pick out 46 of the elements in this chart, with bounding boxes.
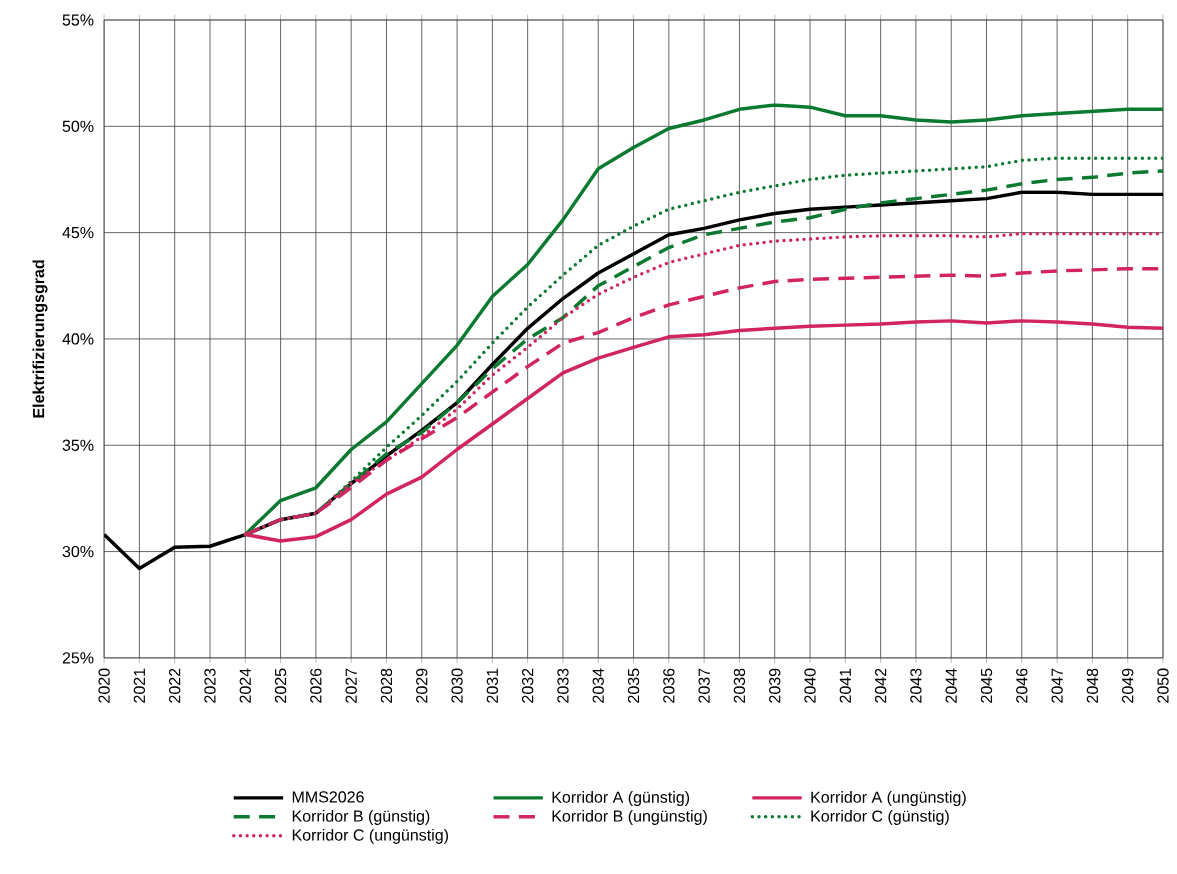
x-tick-label: 2049 xyxy=(1122,668,1134,703)
x-tick-label: 2044 xyxy=(945,668,957,703)
x-tick-label: 2020 xyxy=(98,668,110,703)
y-tick-label: 55% xyxy=(62,14,94,26)
legend-label: Korridor C (günstig) xyxy=(811,809,949,825)
x-tick-label: 2039 xyxy=(769,668,781,703)
x-tick-label: 2032 xyxy=(521,668,534,703)
y-tick-label: 25% xyxy=(62,652,94,664)
legend-label: Korridor B (günstig) xyxy=(292,809,430,825)
x-tick-label: 2022 xyxy=(169,668,181,703)
y-tick-label: 35% xyxy=(62,439,94,451)
x-tick-label: 2023 xyxy=(204,668,216,703)
x-tick-label: 2038 xyxy=(733,668,746,703)
x-tick-label: 2021 xyxy=(133,668,146,703)
x-tick-label: 2026 xyxy=(310,668,322,703)
x-tick-label: 2033 xyxy=(557,668,569,703)
y-tick-label: 45% xyxy=(62,226,94,239)
legend-label: Korridor B (ungünstig) xyxy=(552,809,707,825)
x-tick-label: 2034 xyxy=(592,668,604,703)
x-tick-label: 2043 xyxy=(910,668,922,703)
x-tick-label: 2050 xyxy=(1157,668,1169,703)
x-tick-label: 2042 xyxy=(874,668,887,703)
y-tick-label: 40% xyxy=(62,333,94,345)
x-tick-label: 2036 xyxy=(663,668,675,703)
legend-label: MMS2026 xyxy=(292,791,364,803)
x-tick-label: 2035 xyxy=(627,668,640,703)
x-tick-label: 2046 xyxy=(1016,668,1028,703)
legend-label: Korridor A (günstig) xyxy=(552,791,690,806)
y-tick-label: 30% xyxy=(62,545,94,558)
legend-label: Korridor C (ungünstig) xyxy=(292,828,448,844)
x-tick-label: 2045 xyxy=(980,668,993,703)
y-tick-label: 50% xyxy=(62,120,94,132)
x-tick-label: 2040 xyxy=(804,668,816,703)
x-tick-label: 2041 xyxy=(839,668,851,703)
x-tick-label: 2031 xyxy=(486,668,499,703)
x-tick-label: 2024 xyxy=(239,668,251,703)
x-tick-label: 2028 xyxy=(380,668,393,703)
x-tick-label: 2027 xyxy=(345,668,357,703)
x-tick-label: 2048 xyxy=(1086,668,1099,703)
x-tick-label: 2025 xyxy=(274,668,287,703)
x-tick-label: 2030 xyxy=(451,668,463,703)
x-tick-label: 2047 xyxy=(1051,668,1063,703)
x-tick-label: 2037 xyxy=(698,668,710,703)
legend-label: Korridor A (ungünstig) xyxy=(811,791,966,806)
x-tick-label: 2029 xyxy=(416,668,428,703)
y-axis-title: Elektrifizierungsgrad xyxy=(32,260,48,418)
